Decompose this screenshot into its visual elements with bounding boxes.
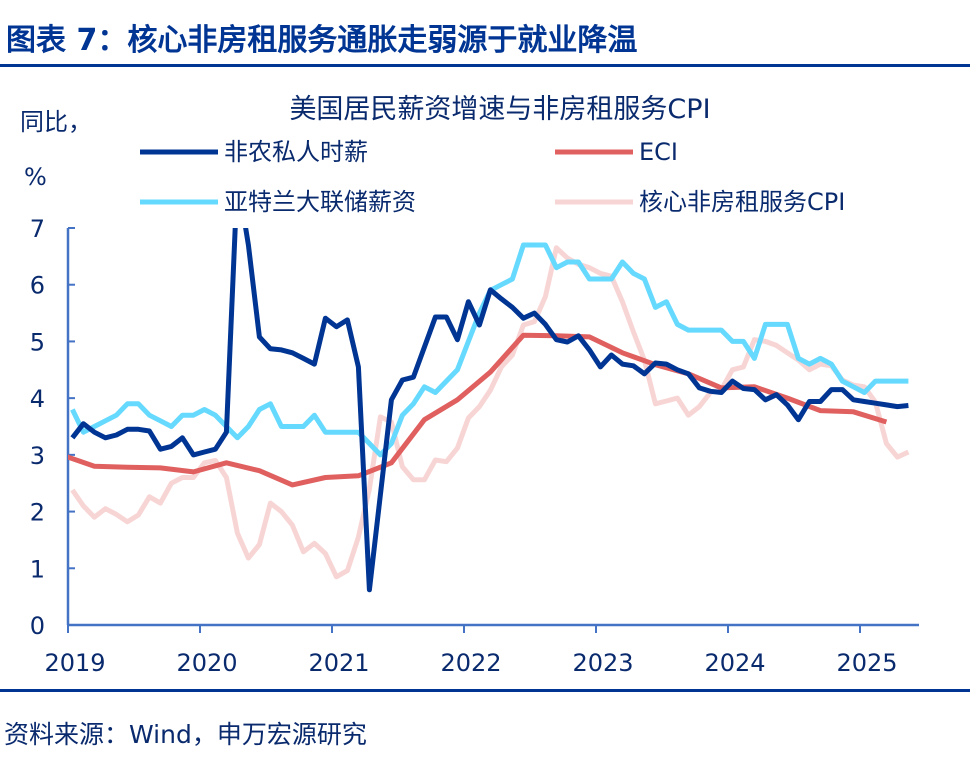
- y-tick-label: 7: [30, 215, 45, 243]
- x-tick-label: 2019: [44, 649, 105, 677]
- y-axis-label: 同比，: [20, 108, 92, 136]
- y-tick-label: 1: [30, 555, 45, 583]
- legend-label: 非农私人时薪: [224, 138, 368, 166]
- figure-title: 图表 7：核心非房租服务通胀走弱源于就业降温: [6, 23, 637, 58]
- legend-label: 亚特兰大联储薪资: [224, 188, 416, 216]
- axes: 0 1 2 3 4 5 6 7 2019 2020 2021 2022 2023 2024 2025: [30, 215, 919, 677]
- chart-title: 美国居民薪资增速与非房租服务CPI: [289, 94, 710, 125]
- y-tick-label: 5: [30, 328, 45, 356]
- y-tick-label: 4: [30, 385, 45, 413]
- y-tick-label: 6: [30, 272, 45, 300]
- plot-area: [68, 228, 910, 593]
- series-line-0: [70, 228, 909, 593]
- legend: 非农私人时薪 ECI 亚特兰大联储薪资 核心非房租服务CPI: [140, 138, 845, 216]
- x-tick-label: 2025: [836, 649, 897, 677]
- title-divider: [0, 64, 970, 67]
- x-tick-label: 2023: [572, 649, 633, 677]
- legend-label: ECI: [639, 138, 678, 166]
- y-tick-label: 2: [30, 499, 45, 527]
- x-tick-label: 2021: [308, 649, 369, 677]
- x-tick-label: 2020: [176, 649, 237, 677]
- footer-divider: [0, 689, 970, 692]
- legend-label: 核心非房租服务CPI: [639, 188, 845, 216]
- y-axis-unit: %: [24, 163, 47, 191]
- x-tick-label: 2022: [440, 649, 501, 677]
- x-tick-label: 2024: [704, 649, 765, 677]
- y-tick-label: 3: [30, 442, 45, 470]
- source-note: 资料来源：Wind，申万宏源研究: [4, 720, 367, 749]
- series-line-3: [70, 245, 910, 580]
- y-tick-label: 0: [30, 612, 45, 640]
